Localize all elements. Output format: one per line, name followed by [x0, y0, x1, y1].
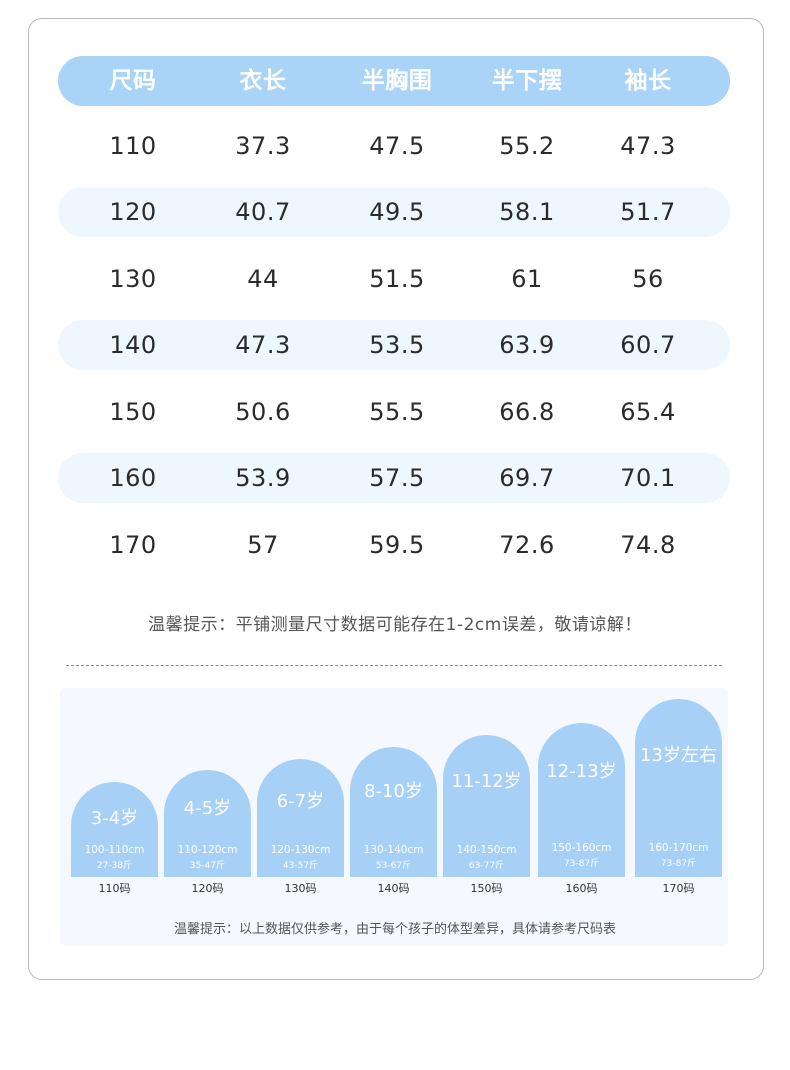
cell-half-chest: 59.5 — [369, 531, 425, 559]
weight-range: 73-87斤 — [563, 859, 600, 869]
age-bar: 6-7岁 120-130cm 43-57斤 — [257, 759, 344, 877]
age-bar: 4-5岁 110-120cm 35-47斤 — [164, 770, 251, 877]
size-label: 160码 — [565, 882, 598, 895]
age-label: 4-5岁 — [183, 798, 232, 819]
age-label: 11-12岁 — [451, 771, 522, 792]
cell-size: 120 — [109, 198, 157, 226]
age-label: 12-13岁 — [546, 761, 617, 782]
table-row: 150 50.6 55.5 66.8 65.4 — [58, 387, 730, 437]
cell-sleeve: 47.3 — [620, 132, 676, 160]
cell-sleeve: 60.7 — [620, 331, 676, 359]
cell-length: 53.9 — [235, 464, 291, 492]
cell-half-hem: 58.1 — [499, 198, 555, 226]
cell-half-chest: 53.5 — [369, 331, 425, 359]
age-label: 13岁左右 — [640, 745, 717, 766]
age-bar: 3-4岁 100-110cm 27-38斤 — [71, 782, 158, 877]
table-row: 120 40.7 49.5 58.1 51.7 — [58, 187, 730, 237]
header-half-chest: 半胸围 — [361, 68, 433, 94]
cell-length: 40.7 — [235, 198, 291, 226]
height-range: 160-170cm — [648, 842, 709, 854]
table-row: 140 47.3 53.5 63.9 60.7 — [58, 320, 730, 370]
cell-size: 110 — [109, 132, 157, 160]
cell-length: 44 — [247, 265, 279, 293]
cell-half-chest: 55.5 — [369, 398, 425, 426]
cell-sleeve: 74.8 — [620, 531, 676, 559]
weight-range: 73-87斤 — [660, 859, 697, 869]
cell-half-hem: 55.2 — [499, 132, 555, 160]
cell-half-chest: 47.5 — [369, 132, 425, 160]
table-row: 170 57 59.5 72.6 74.8 — [58, 520, 730, 570]
cell-sleeve: 56 — [632, 265, 664, 293]
table-row: 110 37.3 47.5 55.2 47.3 — [58, 121, 730, 171]
cell-half-chest: 49.5 — [369, 198, 425, 226]
cell-size: 130 — [109, 265, 157, 293]
age-label: 3-4岁 — [90, 808, 139, 829]
cell-half-hem: 72.6 — [499, 531, 555, 559]
cell-length: 50.6 — [235, 398, 291, 426]
weight-range: 27-38斤 — [96, 861, 133, 871]
size-label: 140码 — [377, 882, 410, 895]
cell-size: 170 — [109, 531, 157, 559]
height-range: 130-140cm — [363, 844, 424, 856]
cell-half-chest: 57.5 — [369, 464, 425, 492]
size-label: 110码 — [98, 882, 131, 895]
cell-half-hem: 66.8 — [499, 398, 555, 426]
table-header: 尺码 衣长 半胸围 半下摆 袖长 — [58, 56, 730, 106]
weight-range: 43-57斤 — [282, 861, 319, 871]
height-range: 140-150cm — [456, 844, 517, 856]
size-label: 150码 — [470, 882, 503, 895]
cell-sleeve: 51.7 — [620, 198, 676, 226]
height-range: 150-160cm — [551, 842, 612, 854]
dashed-divider — [66, 665, 722, 666]
weight-range: 35-47斤 — [189, 861, 226, 871]
cell-length: 47.3 — [235, 331, 291, 359]
height-range: 110-120cm — [177, 844, 238, 856]
size-label: 120码 — [191, 882, 224, 895]
table-row: 130 44 51.5 61 56 — [58, 254, 730, 304]
cell-size: 140 — [109, 331, 157, 359]
size-label: 130码 — [284, 882, 317, 895]
age-bar: 12-13岁 150-160cm 73-87斤 — [538, 723, 625, 877]
size-label: 170码 — [662, 882, 695, 895]
age-bar: 11-12岁 140-150cm 63-77斤 — [443, 735, 530, 877]
age-label: 6-7岁 — [276, 791, 325, 812]
measurement-note: 温馨提示：平铺测量尺寸数据可能存在1-2cm误差，敬请谅解！ — [148, 615, 642, 635]
cell-half-hem: 69.7 — [499, 464, 555, 492]
age-bar: 8-10岁 130-140cm 53-67斤 — [350, 747, 437, 877]
cell-half-chest: 51.5 — [369, 265, 425, 293]
cell-size: 160 — [109, 464, 157, 492]
cell-sleeve: 70.1 — [620, 464, 676, 492]
cell-half-hem: 61 — [511, 265, 543, 293]
header-length: 衣长 — [239, 68, 287, 94]
height-range: 100-110cm — [84, 844, 145, 856]
cell-sleeve: 65.4 — [620, 398, 676, 426]
header-size: 尺码 — [109, 68, 157, 94]
weight-range: 53-67斤 — [375, 861, 412, 871]
cell-size: 150 — [109, 398, 157, 426]
cell-half-hem: 63.9 — [499, 331, 555, 359]
age-label: 8-10岁 — [364, 781, 423, 802]
table-row: 160 53.9 57.5 69.7 70.1 — [58, 453, 730, 503]
header-sleeve: 袖长 — [624, 68, 672, 94]
cell-length: 37.3 — [235, 132, 291, 160]
reference-note: 温馨提示：以上数据仅供参考，由于每个孩子的体型差异，具体请参考尺码表 — [173, 922, 616, 937]
age-bar: 13岁左右 160-170cm 73-87斤 — [635, 699, 722, 877]
cell-length: 57 — [247, 531, 279, 559]
weight-range: 63-77斤 — [468, 861, 505, 871]
header-half-hem: 半下摆 — [491, 68, 563, 94]
height-range: 120-130cm — [270, 844, 331, 856]
